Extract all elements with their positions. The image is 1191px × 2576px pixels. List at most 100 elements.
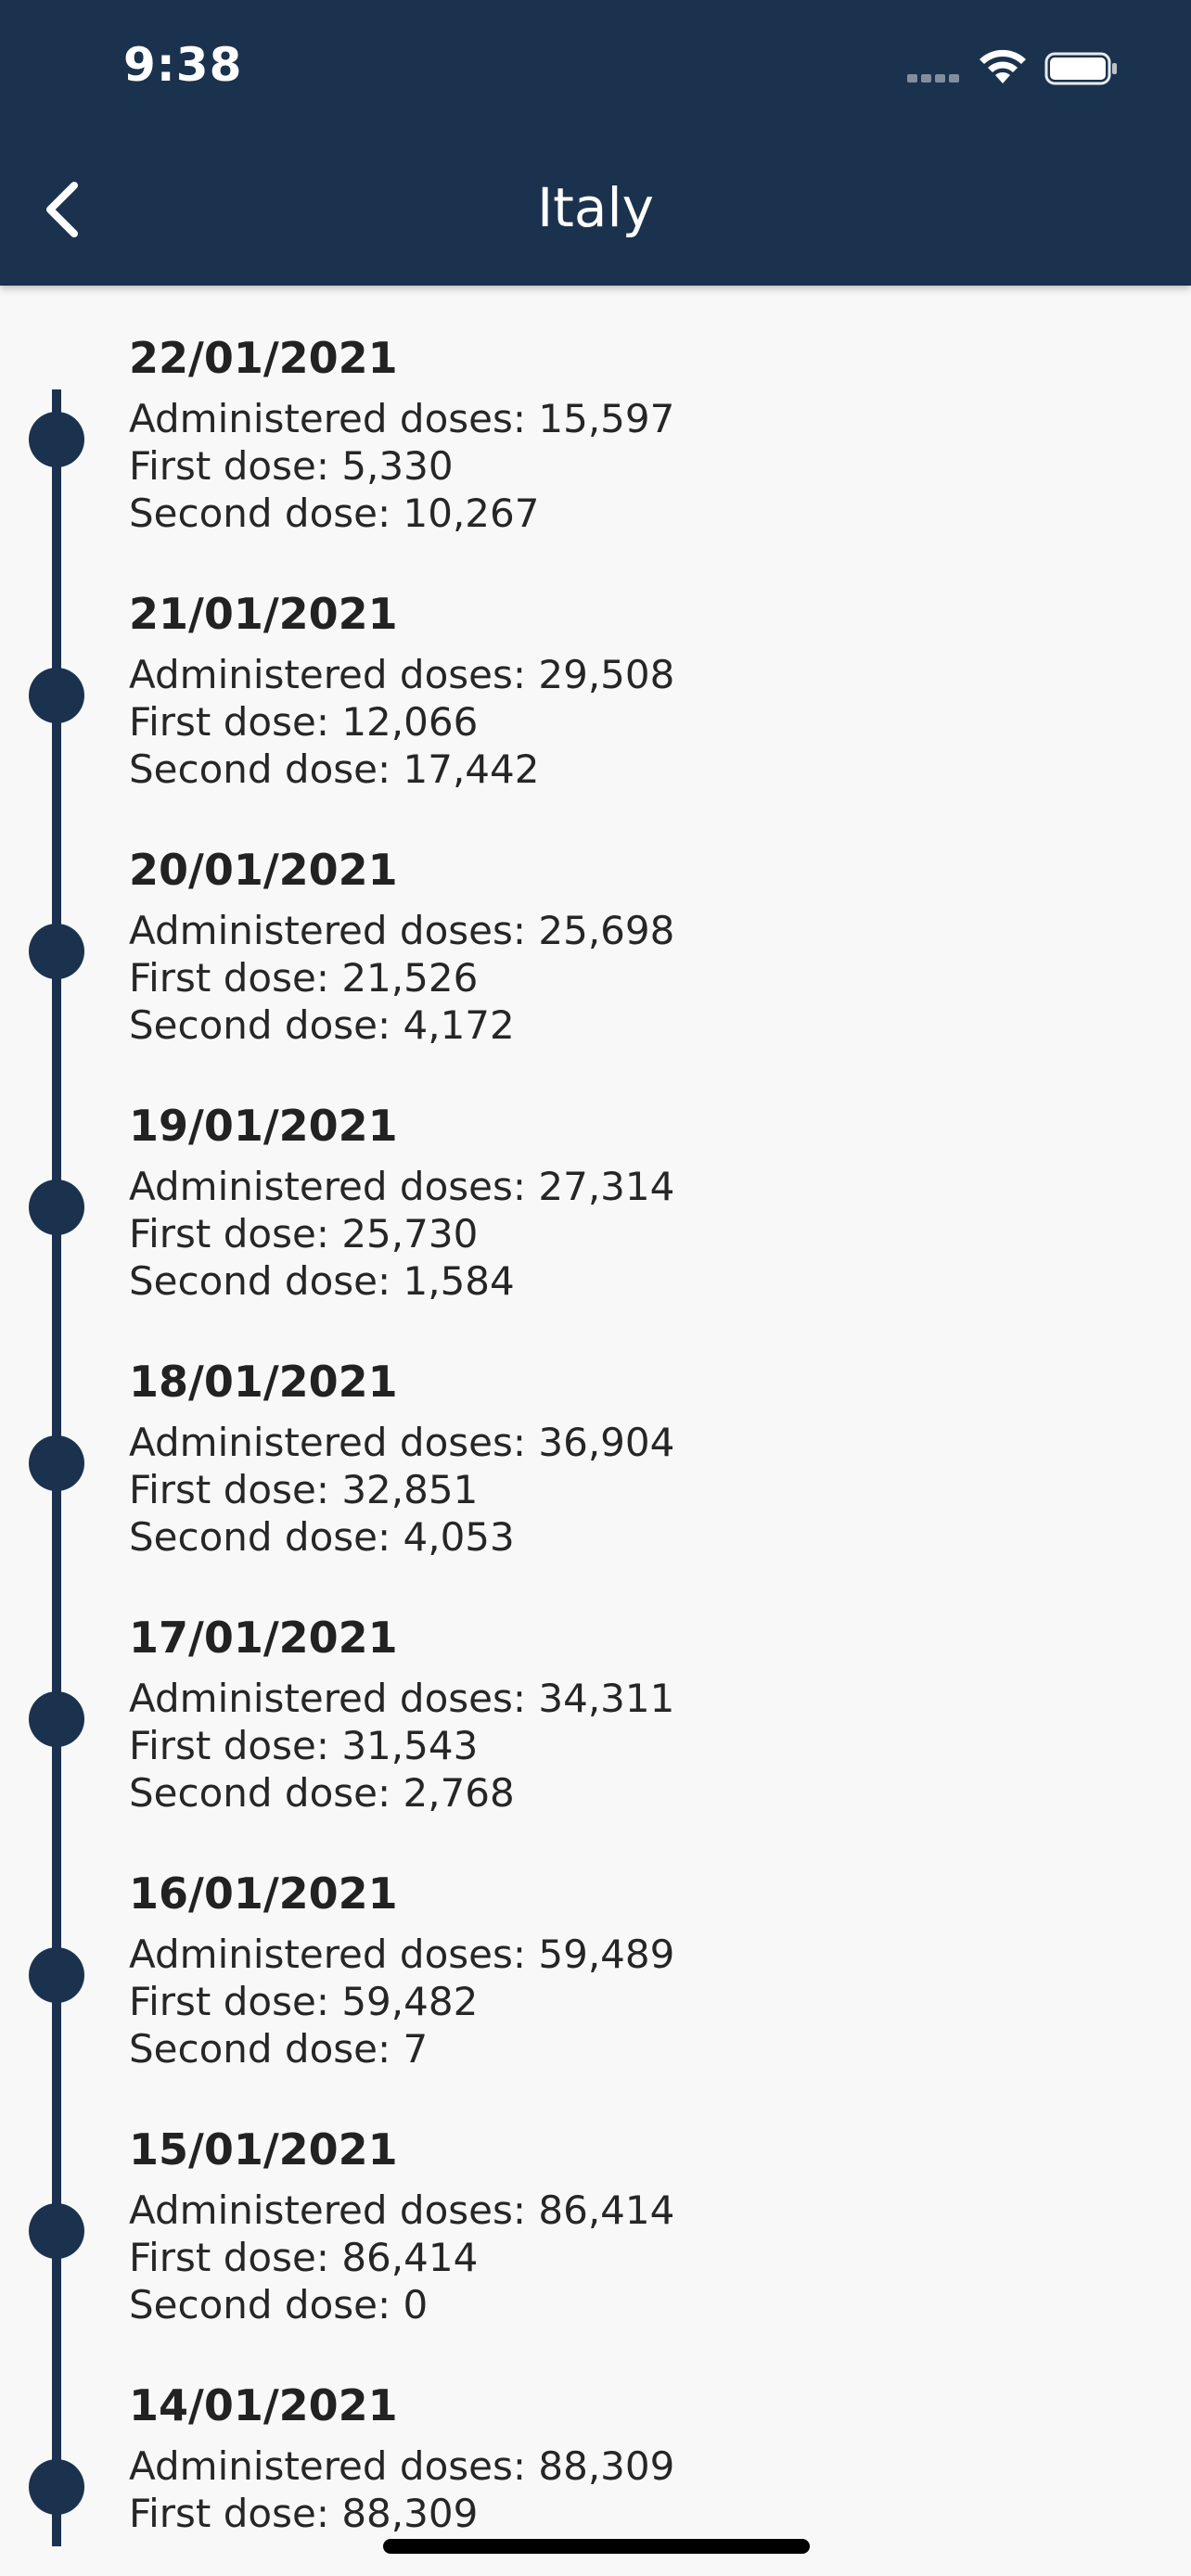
timeline-entry: 14/01/2021 Administered doses: 88,309 Fi… xyxy=(129,2379,1057,2537)
timeline-entry: 22/01/2021 Administered doses: 15,597 Fi… xyxy=(129,332,1057,537)
entry-date: 17/01/2021 xyxy=(129,1613,398,1663)
administered-label: Administered doses: xyxy=(129,908,539,953)
administered-doses-row: Administered doses: 86,414 xyxy=(129,2187,1057,2234)
entry-date: 16/01/2021 xyxy=(129,1868,398,1919)
administered-doses-row: Administered doses: 25,698 xyxy=(129,907,1057,954)
second-dose-label: Second dose: xyxy=(129,491,403,536)
timeline-dot xyxy=(29,1691,84,1747)
first-dose-label: First dose: xyxy=(129,1723,342,1768)
second-dose-label: Second dose: xyxy=(129,746,403,792)
administered-doses-row: Administered doses: 88,309 xyxy=(129,2442,1057,2490)
first-dose-row: First dose: 32,851 xyxy=(129,1466,1057,1513)
administered-doses-row: Administered doses: 34,311 xyxy=(129,1675,1057,1722)
entry-date: 20/01/2021 xyxy=(129,845,398,895)
timeline-entry: 16/01/2021 Administered doses: 59,489 Fi… xyxy=(129,1868,1057,2072)
administered-label: Administered doses: xyxy=(129,1420,539,1465)
timeline-dot xyxy=(29,668,84,723)
second-dose-label: Second dose: xyxy=(129,2026,403,2072)
administered-doses-row: Administered doses: 29,508 xyxy=(129,651,1057,698)
entry-date: 18/01/2021 xyxy=(129,1357,398,1407)
entry-date: 14/01/2021 xyxy=(129,2380,398,2430)
administered-doses-row: Administered doses: 36,904 xyxy=(129,1419,1057,1466)
administered-label: Administered doses: xyxy=(129,2443,539,2489)
administered-label: Administered doses: xyxy=(129,2187,539,2233)
second-dose-label: Second dose: xyxy=(129,1770,403,1816)
administered-value: 88,309 xyxy=(538,2443,675,2489)
second-dose-label: Second dose: xyxy=(129,1002,403,1048)
second-dose-value: 4,172 xyxy=(403,1002,515,1048)
administered-value: 27,314 xyxy=(538,1164,675,1209)
timeline-entry: 21/01/2021 Administered doses: 29,508 Fi… xyxy=(129,588,1057,793)
first-dose-row: First dose: 31,543 xyxy=(129,1722,1057,1769)
second-dose-row: Second dose: 10,267 xyxy=(129,490,1057,537)
second-dose-row: Second dose: 1,584 xyxy=(129,1257,1057,1305)
timeline-entry: 19/01/2021 Administered doses: 27,314 Fi… xyxy=(129,1100,1057,1305)
administered-value: 34,311 xyxy=(538,1676,675,1721)
home-indicator[interactable] xyxy=(383,2539,810,2554)
first-dose-label: First dose: xyxy=(129,1211,342,1256)
first-dose-value: 12,066 xyxy=(341,699,479,745)
cellular-signal-icon xyxy=(907,74,963,85)
administered-value: 25,698 xyxy=(538,908,675,953)
first-dose-value: 25,730 xyxy=(341,1211,479,1256)
administered-value: 29,508 xyxy=(538,652,675,697)
second-dose-value: 0 xyxy=(403,2282,429,2327)
first-dose-row: First dose: 12,066 xyxy=(129,698,1057,746)
timeline-dot xyxy=(29,924,84,979)
page-title: Italy xyxy=(537,176,654,239)
wifi-icon xyxy=(980,49,1026,83)
first-dose-row: First dose: 25,730 xyxy=(129,1210,1057,1257)
administered-value: 86,414 xyxy=(538,2187,675,2233)
administered-doses-row: Administered doses: 59,489 xyxy=(129,1931,1057,1978)
first-dose-value: 86,414 xyxy=(341,2235,479,2280)
first-dose-value: 59,482 xyxy=(341,1979,479,2024)
chevron-left-icon xyxy=(46,182,78,237)
first-dose-row: First dose: 59,482 xyxy=(129,1978,1057,2025)
timeline-entry: 18/01/2021 Administered doses: 36,904 Fi… xyxy=(129,1356,1057,1561)
timeline-dot xyxy=(29,2203,84,2259)
first-dose-label: First dose: xyxy=(129,699,342,745)
timeline-dot xyxy=(29,1947,84,2003)
first-dose-row: First dose: 88,309 xyxy=(129,2490,1057,2537)
first-dose-value: 88,309 xyxy=(341,2491,479,2536)
entry-date: 19/01/2021 xyxy=(129,1101,398,1151)
timeline-entry: 20/01/2021 Administered doses: 25,698 Fi… xyxy=(129,844,1057,1049)
status-bar-time: 9:38 xyxy=(123,38,243,92)
second-dose-row: Second dose: 7 xyxy=(129,2025,1057,2072)
app-header: 9:38 Italy xyxy=(0,0,1191,286)
second-dose-value: 10,267 xyxy=(403,491,540,536)
first-dose-row: First dose: 21,526 xyxy=(129,954,1057,1001)
administered-label: Administered doses: xyxy=(129,652,539,697)
administered-value: 59,489 xyxy=(538,1932,675,1977)
battery-icon xyxy=(1044,52,1117,85)
second-dose-label: Second dose: xyxy=(129,2282,403,2327)
second-dose-row: Second dose: 4,172 xyxy=(129,1001,1057,1049)
second-dose-row: Second dose: 17,442 xyxy=(129,746,1057,793)
administered-value: 15,597 xyxy=(538,396,675,441)
second-dose-value: 17,442 xyxy=(403,746,540,792)
first-dose-value: 5,330 xyxy=(341,443,454,489)
second-dose-row: Second dose: 0 xyxy=(129,2281,1057,2328)
back-button[interactable] xyxy=(33,172,89,247)
timeline-entry: 17/01/2021 Administered doses: 34,311 Fi… xyxy=(129,1612,1057,1817)
entry-date: 15/01/2021 xyxy=(129,2124,398,2174)
entry-date: 21/01/2021 xyxy=(129,589,398,639)
administered-label: Administered doses: xyxy=(129,1164,539,1209)
first-dose-label: First dose: xyxy=(129,1979,342,2024)
first-dose-label: First dose: xyxy=(129,2491,342,2536)
second-dose-value: 4,053 xyxy=(403,1514,515,1560)
administered-doses-row: Administered doses: 27,314 xyxy=(129,1163,1057,1210)
administered-label: Administered doses: xyxy=(129,1676,539,1721)
second-dose-row: Second dose: 4,053 xyxy=(129,1513,1057,1561)
first-dose-row: First dose: 86,414 xyxy=(129,2234,1057,2281)
timeline-dot xyxy=(29,1180,84,1235)
timeline-entry: 15/01/2021 Administered doses: 86,414 Fi… xyxy=(129,2123,1057,2328)
timeline-dot xyxy=(29,412,84,467)
second-dose-label: Second dose: xyxy=(129,1514,403,1560)
first-dose-label: First dose: xyxy=(129,443,342,489)
first-dose-label: First dose: xyxy=(129,955,342,1001)
administered-value: 36,904 xyxy=(538,1420,675,1465)
second-dose-value: 1,584 xyxy=(403,1258,515,1304)
second-dose-value: 7 xyxy=(403,2026,429,2072)
first-dose-value: 21,526 xyxy=(341,955,479,1001)
